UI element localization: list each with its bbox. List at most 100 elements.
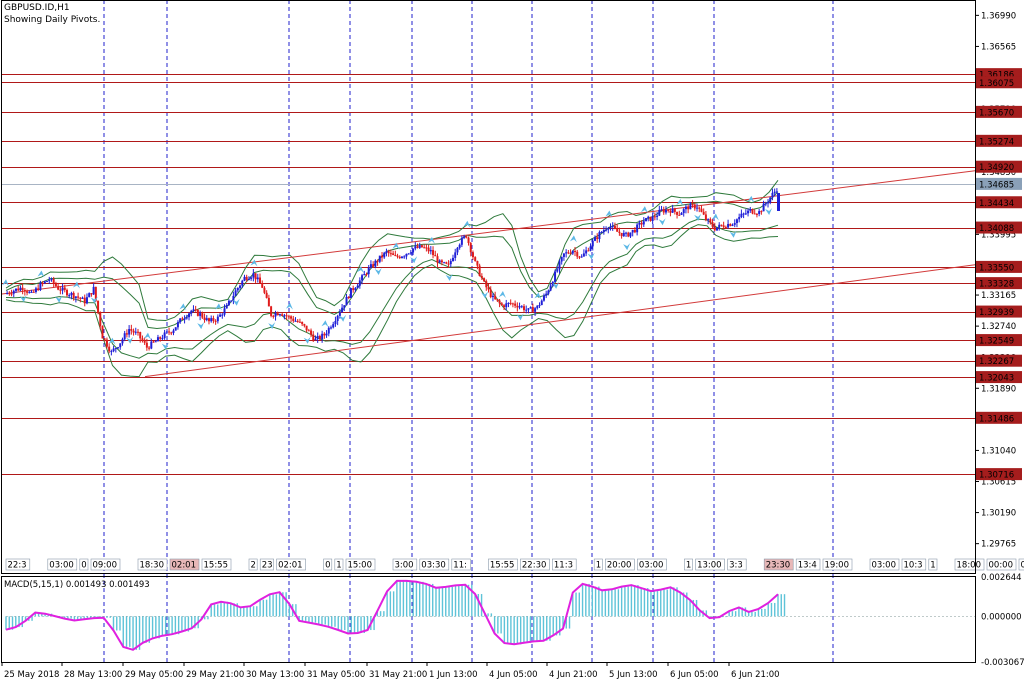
candle-body [139,332,142,339]
candle-body [580,256,583,258]
candle-body [376,260,379,262]
candle-body [303,324,306,326]
candle-body [301,321,304,325]
candle-body [500,303,503,306]
candle-body [400,256,403,258]
candle-body [398,256,401,258]
candle-body [92,286,95,295]
candle-body [19,287,22,291]
candle-body [156,337,159,342]
fractal-arrow-icon [587,252,595,260]
candle-body [498,300,501,304]
candle-body [343,305,346,308]
candle-body [214,320,217,322]
candle-body [183,318,186,320]
price-tick-label: 1.34850 [981,168,1016,178]
candle-body [278,314,281,316]
candle-body [141,338,144,341]
candle-body [696,207,699,209]
candle-body [356,285,359,289]
pivot-level-tag-text: 1.35274 [979,137,1014,147]
candle-body [108,346,111,352]
event-label-text: 23:30 [766,561,791,571]
candle-body [243,276,246,281]
candle-body [361,275,364,281]
fractal-arrow-icon [250,259,258,267]
candle-body [190,310,193,314]
candle-body [21,287,24,290]
price-tick-label: 1.31040 [981,446,1016,456]
candle-body [145,342,148,348]
candle-body [569,253,572,255]
event-label-box [763,558,794,571]
candle-body [412,248,415,253]
candle-body [307,330,310,332]
pivot-level-tag-text: 1.32267 [979,357,1014,367]
candle-body [456,247,459,253]
candle-body [114,348,117,350]
candle-body [662,209,665,213]
candle-body [165,331,168,333]
time-tick-label: 5 Jun 13:00 [609,670,658,680]
candle-body [547,290,550,294]
price-tick-label: 1.29765 [981,540,1016,550]
pivot-level-tag-text: 1.36075 [979,79,1014,89]
candle-body [753,213,756,215]
candle-body [265,292,268,298]
candles-layer [6,188,780,356]
event-labels-layer: 22:3 03:00 0 09:00 18:30 02:01 15:55 2 23 02:01 0 1… [5,558,1024,571]
fractal-arrow-icon [214,303,222,311]
candle-body [755,213,758,215]
candle-body [649,216,652,221]
candle-body [558,261,561,270]
candle-body [63,287,66,290]
main-panel-border [1,0,976,574]
event-label-box [727,558,747,571]
pivot-level-tag-text: 1.34920 [979,163,1014,173]
event-label-box [259,558,274,571]
candle-body [631,229,634,233]
candle-body [329,327,332,329]
candle-body [154,341,157,343]
candle-body [538,305,541,307]
candle-body [136,331,139,333]
candle-body [740,213,743,218]
candle-body [225,304,228,309]
candle-body [70,292,73,296]
chart-subtitle: Showing Daily Pivots. [4,15,101,25]
candle-body [767,202,770,204]
candle-body [130,329,133,331]
candle-body [682,209,685,214]
candle-body [616,228,619,232]
fractal-arrow-icon [303,336,311,344]
event-label-box [795,558,821,571]
candle-body [321,333,324,340]
candle-body [704,214,707,221]
candle-body [365,273,368,275]
candle-body [489,289,492,298]
candle-body [467,237,470,243]
candle-body [527,308,530,310]
candle-body [341,307,344,313]
candle-body [562,253,565,257]
candle-body [651,216,654,221]
fractal-arrow-icon [2,279,9,287]
macd-panel-border [1,576,976,663]
price-tick-label: 1.32740 [981,322,1016,332]
candle-body [203,317,206,321]
candle-body [10,293,13,295]
fractal-arrow-icon [640,206,648,214]
candle-body [6,293,9,295]
event-label-text: 09:00 [93,561,118,571]
pivot-level-tag [976,105,1022,118]
event-label-text: 13:4 [798,561,817,571]
candle-body [514,303,517,306]
candle-body [591,240,594,247]
candle-body [54,283,57,287]
candle-body [212,318,215,321]
candle-body [771,192,774,198]
inner-upper-band-line [5,191,779,330]
pivot-level-tag [976,134,1022,147]
candle-body [234,290,237,296]
